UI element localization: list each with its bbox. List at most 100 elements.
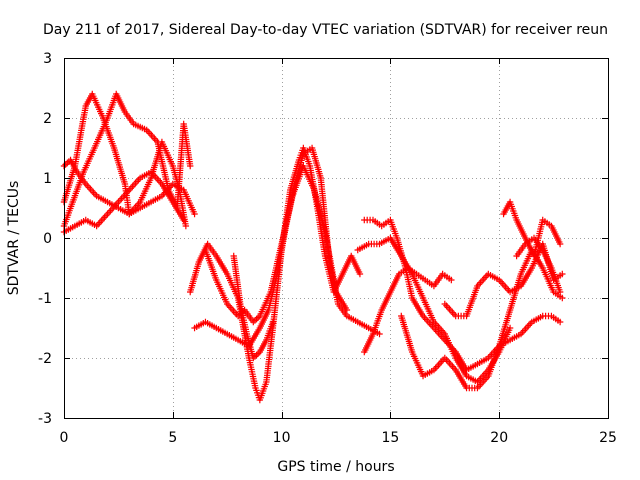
interpolated-markers [540, 267, 556, 293]
interpolated-markers [257, 381, 269, 401]
interpolated-markers [302, 146, 314, 156]
interpolated-markers [132, 121, 148, 133]
interpolated-markers [532, 236, 545, 252]
interpolated-markers [432, 326, 447, 342]
series-satellite-track-h [230, 252, 277, 362]
interpolated-markers [398, 314, 415, 354]
interpolated-markers [422, 368, 435, 378]
interpolated-markers [497, 278, 512, 294]
interpolated-markers [349, 254, 363, 276]
interpolated-markers [388, 272, 402, 294]
series-satellite-track-j [361, 216, 564, 374]
interpolated-markers [149, 170, 164, 186]
data-point [180, 216, 187, 224]
interpolated-markers [95, 212, 110, 228]
interpolated-markers [399, 254, 415, 276]
interpolated-markers [475, 374, 490, 390]
interpolated-markers [226, 332, 240, 342]
interpolated-markers [496, 308, 513, 348]
interpolated-markers [475, 272, 490, 288]
interpolated-markers [237, 303, 250, 335]
data-point [376, 330, 383, 338]
interpolated-markers [214, 279, 230, 305]
interpolated-markers [420, 297, 437, 323]
interpolated-markers [263, 327, 276, 383]
series-satellite-track-n [500, 198, 564, 260]
y-tick-label: -3 [38, 411, 52, 427]
data-point [187, 162, 194, 170]
interpolated-markers [322, 231, 339, 293]
interpolated-markers [251, 350, 262, 360]
interpolated-markers [432, 320, 447, 336]
interpolated-markers [215, 326, 229, 336]
interpolated-markers [364, 216, 374, 224]
interpolated-markers [541, 218, 553, 228]
interpolated-markers [84, 218, 98, 228]
interpolated-markers [421, 314, 436, 330]
interpolated-markers [246, 357, 259, 389]
x-tick-label: 10 [273, 430, 291, 446]
interpolated-markers [409, 351, 426, 377]
interpolated-markers [402, 267, 415, 299]
interpolated-markers [154, 141, 172, 191]
data-point [556, 240, 564, 248]
interpolated-markers [388, 236, 404, 258]
interpolated-markers [214, 254, 230, 276]
interpolated-markers [509, 332, 522, 342]
interpolated-markers [95, 194, 109, 204]
interpolated-markers [145, 128, 160, 144]
interpolated-markers [68, 158, 80, 174]
chart-title: Day 211 of 2017, Sidereal Day-to-day VTE… [43, 22, 608, 38]
interpolated-markers [443, 302, 458, 318]
interpolated-markers [398, 266, 409, 276]
interpolated-markers [465, 362, 479, 372]
interpolated-markers [453, 368, 469, 390]
interpolated-markers [549, 267, 563, 293]
interpolated-markers [530, 314, 544, 324]
interpolated-markers [117, 206, 131, 216]
interpolated-markers [251, 314, 262, 324]
interpolated-markers [90, 93, 106, 119]
x-tick-label: 0 [60, 430, 69, 446]
x-axis-label: GPS time / hours [277, 459, 394, 475]
y-tick-label: 2 [43, 111, 52, 127]
data-point [343, 306, 351, 314]
interpolated-markers [415, 272, 427, 282]
interpolated-markers [81, 147, 97, 173]
interpolated-markers [410, 296, 425, 318]
interpolated-markers [514, 218, 528, 240]
y-tick-label: 0 [43, 231, 52, 247]
y-tick-label: -1 [38, 291, 52, 307]
series-satellite-track-f [191, 144, 383, 350]
interpolated-markers [111, 146, 128, 186]
interpolated-markers [159, 141, 175, 167]
interpolated-markers [159, 182, 175, 204]
interpolated-markers [205, 242, 219, 258]
x-tick-label: 5 [168, 430, 177, 446]
interpolated-markers [193, 320, 207, 330]
interpolated-markers [372, 218, 383, 228]
interpolated-markers [552, 290, 564, 300]
interpolated-markers [487, 272, 501, 282]
interpolated-markers [204, 320, 218, 330]
interpolated-markers [388, 219, 400, 239]
interpolated-markers [170, 200, 186, 222]
data-point [191, 210, 198, 218]
interpolated-markers [114, 92, 128, 114]
interpolated-markers [368, 240, 380, 248]
interpolated-markers [540, 248, 554, 270]
interpolated-markers [519, 266, 534, 288]
interpolated-markers [187, 260, 202, 294]
interpolated-markers [92, 116, 110, 150]
series-satellite-track-l [398, 246, 566, 392]
interpolated-markers [455, 312, 467, 320]
data-point [559, 270, 566, 278]
interpolated-markers [150, 194, 163, 204]
interpolated-markers [62, 158, 73, 168]
interpolated-markers [356, 320, 370, 330]
interpolated-markers [137, 177, 154, 203]
interpolated-markers [116, 188, 131, 204]
interpolated-markers [509, 284, 522, 294]
series-satellite-track-d [60, 168, 187, 236]
